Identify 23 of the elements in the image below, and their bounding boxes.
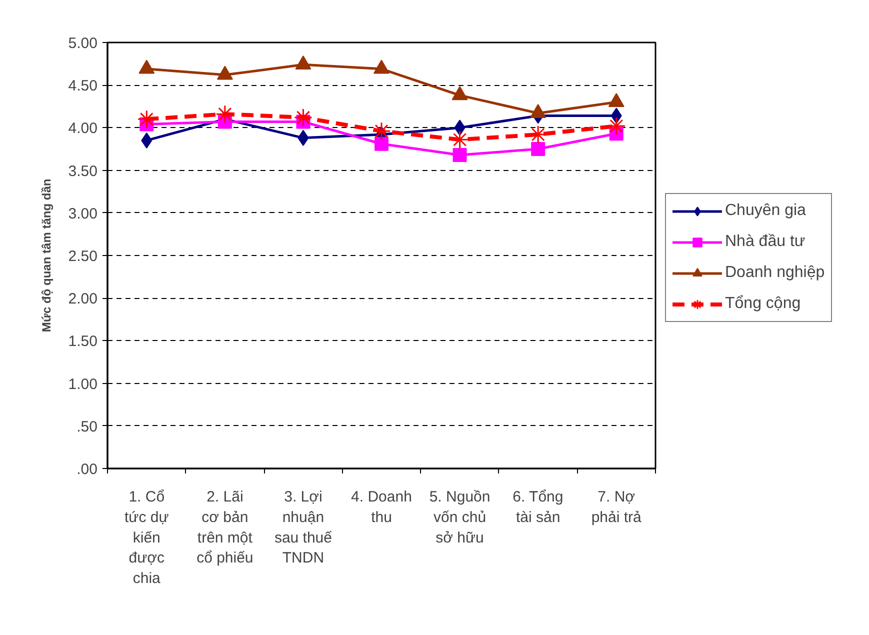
y-tick-label: 3.00: [68, 205, 98, 222]
y-tick-label: 4.00: [68, 120, 98, 138]
x-tick-label: 4. Doanh thu: [351, 488, 412, 526]
y-tick-label: 3.50: [68, 162, 98, 180]
x-tick-label: 2. Lãi cơ bản trên một cổ phiếu: [196, 488, 254, 567]
y-tick-label: 1.50: [68, 333, 98, 350]
x-tick-label: 1. Cổ tức dự kiến được chia: [124, 488, 169, 588]
legend-label: Nhà đầu tư: [725, 233, 806, 251]
y-tick-label: 4.50: [68, 78, 98, 95]
legend-label: Chuyên gia: [725, 202, 806, 220]
y-tick-label: .00: [76, 461, 98, 478]
x-tick-label: 6. Tổng tài sản: [512, 488, 564, 526]
y-tick-label: 1.00: [68, 376, 98, 393]
legend-label: Doanh nghiệp: [725, 264, 825, 282]
x-tick-label: 7. Nợ phải trả: [591, 488, 642, 526]
x-tick-label: 3. Lợi nhuận sau thuế TNDN: [274, 488, 333, 567]
y-tick-label: 2.50: [68, 248, 98, 265]
legend-label: Tổng cộng: [725, 295, 801, 313]
y-tick-label: 2.00: [68, 290, 98, 308]
y-axis-title: Mức độ quan tâm tăng dần: [39, 178, 54, 332]
y-tick-label: 5.00: [68, 35, 98, 52]
y-tick-label: .50: [76, 418, 98, 436]
x-tick-label: 5. Nguồn vốn chủ sở hữu: [429, 488, 490, 546]
